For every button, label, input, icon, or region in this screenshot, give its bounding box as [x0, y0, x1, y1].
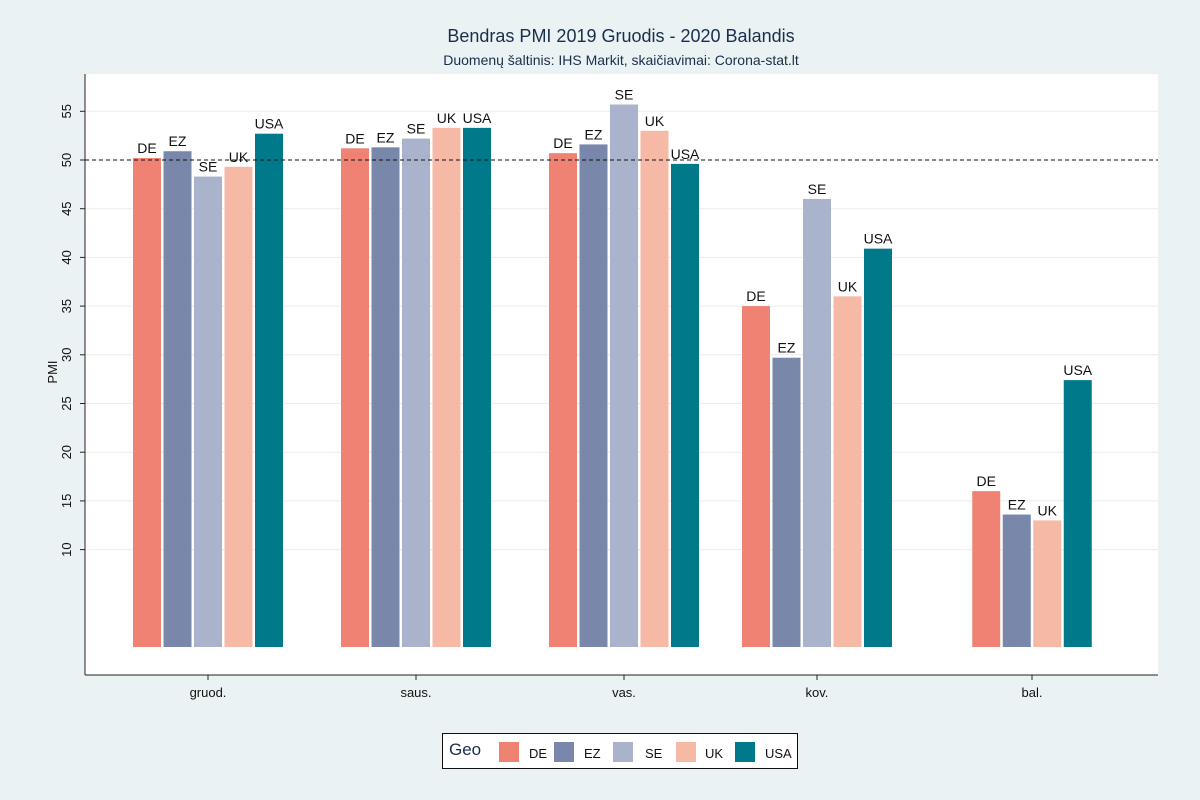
legend-title: Geo — [449, 740, 482, 759]
legend-label-uk: UK — [705, 746, 724, 761]
bar-label: DE — [977, 473, 996, 489]
bar-se-0 — [194, 176, 222, 648]
bar-label: SE — [199, 159, 218, 175]
bar-de-0 — [133, 158, 161, 647]
bar-label: SE — [615, 86, 634, 102]
bar-label: SE — [808, 181, 827, 197]
bar-ez-2 — [579, 144, 608, 647]
y-axis-label: PMI — [45, 360, 60, 383]
y-tick-label: 45 — [59, 201, 74, 215]
bar-ez-3 — [772, 357, 801, 647]
bar-label: SE — [407, 121, 426, 137]
bar-label: USA — [1063, 362, 1092, 378]
bar-label: DE — [137, 140, 156, 156]
bar-usa-0 — [255, 133, 283, 647]
x-tick-label: kov. — [806, 685, 829, 700]
bar-label: EZ — [585, 126, 603, 142]
bar-se-3 — [803, 198, 831, 647]
bar-se-1 — [402, 138, 430, 647]
bar-label: USA — [255, 116, 284, 132]
bar-label: DE — [345, 130, 364, 146]
x-tick-label: vas. — [612, 685, 636, 700]
bar-de-2 — [549, 153, 577, 647]
bar-usa-2 — [671, 163, 699, 647]
bar-label: EZ — [169, 133, 187, 149]
bar-uk-3 — [833, 296, 862, 647]
bar-ez-4 — [1002, 514, 1031, 647]
bar-se-2 — [610, 104, 638, 648]
y-tick-label: 50 — [59, 153, 74, 167]
y-tick-label: 40 — [59, 250, 74, 264]
bar-ez-1 — [371, 147, 400, 647]
x-tick-label: gruod. — [190, 685, 227, 700]
bar-label: USA — [671, 146, 700, 162]
y-tick-label: 10 — [59, 542, 74, 556]
bar-de-1 — [341, 148, 369, 647]
y-tick-label: 55 — [59, 104, 74, 118]
legend-swatch-usa — [735, 742, 755, 762]
legend-label-de: DE — [529, 746, 548, 761]
bar-label: EZ — [377, 129, 395, 145]
x-tick-label: bal. — [1022, 685, 1043, 700]
bar-label: UK — [645, 113, 665, 129]
bar-usa-4 — [1063, 380, 1092, 647]
y-tick-label: 25 — [59, 396, 74, 410]
bar-label: DE — [746, 288, 765, 304]
bar-label: EZ — [778, 340, 796, 356]
bar-usa-3 — [864, 248, 892, 647]
legend-swatch-se — [613, 742, 633, 762]
bar-label: EZ — [1008, 497, 1026, 513]
bar-uk-2 — [640, 130, 669, 647]
legend-label-usa: USA — [765, 746, 792, 761]
legend-swatch-uk — [676, 742, 696, 762]
bar-uk-4 — [1033, 520, 1062, 647]
chart-subtitle: Duomenų šaltinis: IHS Markit, skaičiavim… — [443, 52, 799, 68]
bar-label: DE — [553, 135, 572, 151]
bar-label: USA — [463, 110, 492, 126]
bar-uk-1 — [432, 127, 461, 647]
legend: Geo DE EZ SE UK USA — [442, 733, 798, 769]
legend-label-ez: EZ — [584, 746, 601, 761]
bar-de-3 — [742, 306, 770, 647]
bar-uk-0 — [224, 166, 253, 647]
x-tick-label: saus. — [400, 685, 431, 700]
bar-label: UK — [229, 149, 249, 165]
bar-label: UK — [838, 278, 858, 294]
chart-title: Bendras PMI 2019 Gruodis - 2020 Balandis — [447, 26, 795, 46]
bar-usa-1 — [463, 127, 491, 647]
y-tick-label: 35 — [59, 299, 74, 313]
bar-label: USA — [864, 231, 893, 247]
bar-label: UK — [1038, 502, 1058, 518]
y-tick-label: 20 — [59, 445, 74, 459]
bar-de-4 — [972, 491, 1001, 647]
legend-label-se: SE — [645, 746, 663, 761]
bar-label: UK — [437, 110, 457, 126]
legend-swatch-ez — [554, 742, 574, 762]
bar-ez-0 — [163, 151, 192, 647]
legend-swatch-de — [499, 742, 519, 762]
y-tick-label: 15 — [59, 494, 74, 508]
y-tick-label: 30 — [59, 348, 74, 362]
